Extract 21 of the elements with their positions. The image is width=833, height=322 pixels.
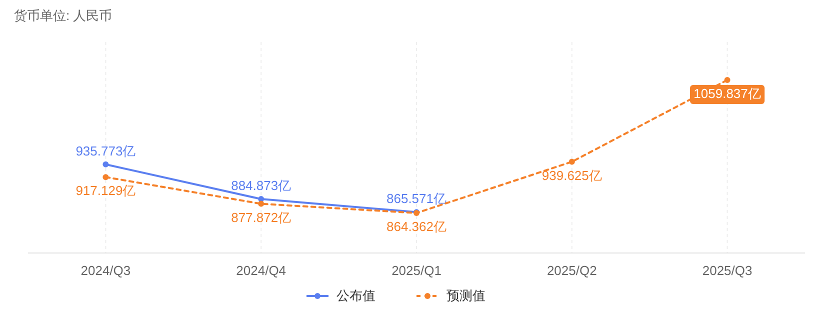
data-label: 864.362亿 [386,219,446,234]
data-label: 884.873亿 [231,178,292,194]
data-label: 935.773亿 [76,143,136,158]
point [258,200,264,207]
data-label: 865.571亿 [386,191,446,206]
point [102,161,109,168]
legend-label: 预测值 [446,288,486,303]
x-tick-label: 2025/Q2 [546,263,597,278]
x-tick-label: 2025/Q3 [702,263,752,278]
point [102,174,109,180]
legend-label: 公布值 [336,288,376,303]
point [568,158,575,165]
text: 货币单位: 人民币 [14,8,112,23]
data-label: 877.872亿 [231,210,292,225]
data-label: 939.625亿 [542,168,602,183]
point [724,77,730,83]
data-label: 1059.837亿 [694,86,761,101]
x-tick-label: 2024/Q4 [236,263,286,278]
data-label: 917.129亿 [76,183,136,198]
x-tick-label: 2025/Q1 [392,263,442,278]
x-tick-label: 2024/Q3 [80,263,131,278]
